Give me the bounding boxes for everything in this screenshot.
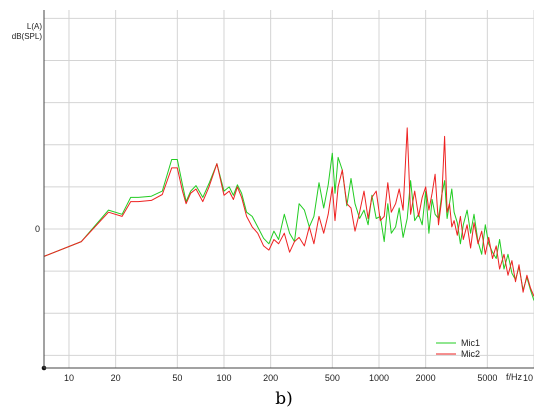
x-tick-label: 5000 <box>477 373 497 383</box>
grid-layer <box>44 10 534 368</box>
figure-caption: b) <box>275 389 293 409</box>
x-tick-label: 20 <box>111 373 121 383</box>
series-line-mic2 <box>43 127 534 297</box>
x-tick-label: 100 <box>216 373 231 383</box>
x-tick-label: 10 <box>64 373 74 383</box>
legend-label-mic2: Mic2 <box>461 349 480 359</box>
x-tick-label: 2000 <box>416 373 436 383</box>
x-tick-label: 1000 <box>369 373 389 383</box>
x-tick-label: 500 <box>325 373 340 383</box>
plot-area-background <box>44 10 534 368</box>
legend-label-mic1: Mic1 <box>461 338 480 348</box>
axis-layer: L(A) dB(SPL) f/Hz 10 20 50 100 200 500 1000 200… <box>12 10 534 383</box>
x-axis-label: f/Hz <box>506 372 523 382</box>
x-tick-label: 50 <box>172 373 182 383</box>
y-axis-label-bottom: dB(SPL) <box>12 32 43 41</box>
x-tick-label: 10 <box>523 373 533 383</box>
series-layer <box>43 127 534 301</box>
y-axis-label-top: L(A) <box>27 22 42 31</box>
x-tick-label: 200 <box>263 373 278 383</box>
y-tick-label: 0 <box>35 224 40 234</box>
